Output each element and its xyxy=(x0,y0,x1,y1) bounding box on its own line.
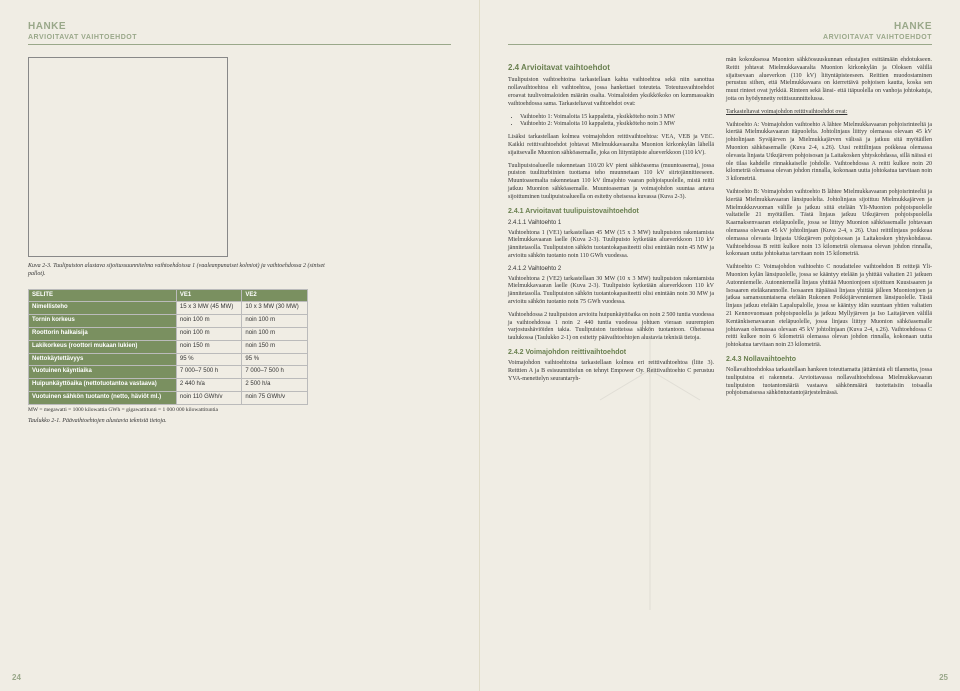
para-veb: Vaihtoehto B: Voimajohdon vaihtoehto B l… xyxy=(726,189,932,259)
para: Tarkasteltavat voimajohdon reittivaihtoe… xyxy=(726,109,932,117)
row-ve1: 2 440 h/a xyxy=(176,379,242,392)
section-241-title: 2.4.1 Arvioitavat tuulipuistovaihtoehdot xyxy=(508,207,714,216)
para: Tuulipuistoalueelle rakennetaan 110/20 k… xyxy=(508,163,714,202)
table-row: Tornin korkeusnoin 100 mnoin 100 m xyxy=(29,315,308,328)
th-selite: SELITE xyxy=(29,289,177,302)
row-label: Huipunkäyttöaika (nettotuotantoa vastaav… xyxy=(29,379,177,392)
row-ve1: noin 100 m xyxy=(176,328,242,341)
header-subtitle: ARVIOITAVAT VAIHTOEHDOT xyxy=(28,33,451,42)
table-row: Roottorin halkaisijanoin 100 mnoin 100 m xyxy=(29,328,308,341)
row-ve1: noin 110 GWh/v xyxy=(176,392,242,405)
sub-2412: 2.4.1.2 Vaihtoehto 2 xyxy=(508,266,714,274)
row-label: Nimellisteho xyxy=(29,302,177,315)
row-ve2: 95 % xyxy=(242,353,308,366)
table-footnote: MW = megawatti = 1000 kilowattia GWh = g… xyxy=(28,407,451,414)
row-ve2: noin 75 GWh/v xyxy=(242,392,308,405)
page-number-left: 24 xyxy=(12,673,21,683)
table-row: Lakikorkeus (roottori mukaan lukien)noin… xyxy=(29,340,308,353)
header-title: HANKE xyxy=(28,20,451,33)
figure-caption: Kuva 2-3. Tuulipuiston alustava sijoitus… xyxy=(28,263,328,279)
th-ve1: VE1 xyxy=(176,289,242,302)
row-ve2: noin 100 m xyxy=(242,315,308,328)
header-subtitle-r: ARVIOITAVAT VAIHTOEHDOT xyxy=(508,33,932,42)
row-ve2: noin 100 m xyxy=(242,328,308,341)
spec-table: SELITE VE1 VE2 Nimellisteho15 x 3 MW (45… xyxy=(28,289,308,405)
bullet-item: Vaihtoehto 1: Voimaloita 15 kappaletta, … xyxy=(520,114,714,122)
page-number-right: 25 xyxy=(939,673,948,683)
table-row: Huipunkäyttöaika (nettotuotantoa vastaav… xyxy=(29,379,308,392)
row-ve1: 95 % xyxy=(176,353,242,366)
header-title-r: HANKE xyxy=(508,20,932,33)
para: Tuulipuiston vaihtoehtoina tarkastellaan… xyxy=(508,77,714,108)
row-label: Roottorin halkaisija xyxy=(29,328,177,341)
section-242-title: 2.4.2 Voimajohdon reittivaihtoehdot xyxy=(508,348,714,357)
table-row: Nimellisteho15 x 3 MW (45 MW)10 x 3 MW (… xyxy=(29,302,308,315)
row-ve1: 15 x 3 MW (45 MW) xyxy=(176,302,242,315)
row-ve2: noin 150 m xyxy=(242,340,308,353)
row-label: Vuotuinen käyntiaika xyxy=(29,366,177,379)
row-ve2: 7 000–7 500 h xyxy=(242,366,308,379)
row-ve1: 7 000–7 500 h xyxy=(176,366,242,379)
text-columns: 2.4 Arvioitavat vaihtoehdot Tuulipuiston… xyxy=(508,57,932,403)
header-right: HANKE ARVIOITAVAT VAIHTOEHDOT xyxy=(508,20,932,42)
row-ve2: 2 500 h/a xyxy=(242,379,308,392)
page-right: HANKE ARVIOITAVAT VAIHTOEHDOT 2.4 Arvioi… xyxy=(480,0,960,691)
para-vec: Vaihtoehto C: Voimajohdon vaihtoehto C n… xyxy=(726,264,932,350)
table-row: Nettokäytettävyys95 %95 % xyxy=(29,353,308,366)
para: Lisäksi tarkastellaan kolmea voimajohdon… xyxy=(508,134,714,157)
para-vea: Vaihtoehto A: Voimajohdon vaihtoehto A l… xyxy=(726,122,932,184)
row-ve1: noin 100 m xyxy=(176,315,242,328)
table-row: Vuotuinen sähkön tuotanto (netto, häviöt… xyxy=(29,392,308,405)
th-ve2: VE2 xyxy=(242,289,308,302)
section-24-title: 2.4 Arvioitavat vaihtoehdot xyxy=(508,63,714,73)
para: Nollavaihtoehdoksa tarkastellaan hankeen… xyxy=(726,367,932,398)
column-2: män kokouksessa Muonion sähköosuuskunnan… xyxy=(726,57,932,403)
header-divider-r xyxy=(508,44,932,45)
row-label: Vuotuinen sähkön tuotanto (netto, häviöt… xyxy=(29,392,177,405)
para: Vaihtoehtona 1 (VE1) tarkastellaan 45 MW… xyxy=(508,230,714,261)
para: Vaihtoehdossa 2 tuulipuiston arvioitu hu… xyxy=(508,312,714,343)
para: Voimajohdon vaihtoehtoina tarkastellaan … xyxy=(508,360,714,383)
map-figure xyxy=(28,57,228,257)
header-left: HANKE ARVIOITAVAT VAIHTOEHDOT xyxy=(28,20,451,42)
row-label: Lakikorkeus (roottori mukaan lukien) xyxy=(29,340,177,353)
row-ve2: 10 x 3 MW (30 MW) xyxy=(242,302,308,315)
row-label: Tornin korkeus xyxy=(29,315,177,328)
header-divider xyxy=(28,44,451,45)
bullet-item: Vaihtoehto 2: Voimaloita 10 kappaletta, … xyxy=(520,121,714,129)
sub-2411: 2.4.1.1 Vaihtoehto 1 xyxy=(508,220,714,228)
table-row: Vuotuinen käyntiaika7 000–7 500 h7 000–7… xyxy=(29,366,308,379)
row-ve1: noin 150 m xyxy=(176,340,242,353)
table-caption: Taulukko 2-1. Päävaihtoehtojen alustavia… xyxy=(28,418,451,426)
column-1: 2.4 Arvioitavat vaihtoehdot Tuulipuiston… xyxy=(508,57,714,403)
bullet-list: Vaihtoehto 1: Voimaloita 15 kappaletta, … xyxy=(520,114,714,130)
row-label: Nettokäytettävyys xyxy=(29,353,177,366)
page-left: HANKE ARVIOITAVAT VAIHTOEHDOT Kuva 2-3. … xyxy=(0,0,480,691)
section-243-title: 2.4.3 Nollavaihtoehto xyxy=(726,355,932,364)
para: män kokouksessa Muonion sähköosuuskunnan… xyxy=(726,57,932,104)
para: Vaihtoehtona 2 (VE2) tarkastellaan 30 MW… xyxy=(508,276,714,307)
